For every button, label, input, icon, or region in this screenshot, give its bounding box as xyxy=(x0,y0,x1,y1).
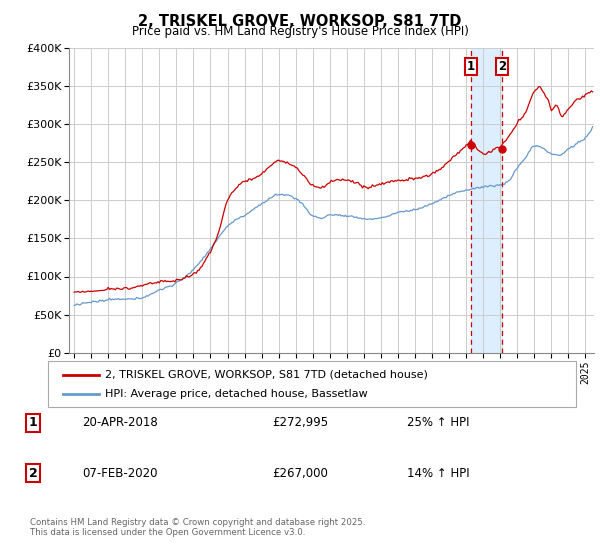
Text: Contains HM Land Registry data © Crown copyright and database right 2025.
This d: Contains HM Land Registry data © Crown c… xyxy=(30,518,365,538)
Text: £267,000: £267,000 xyxy=(272,466,328,480)
Text: 2: 2 xyxy=(498,60,506,73)
Text: Price paid vs. HM Land Registry's House Price Index (HPI): Price paid vs. HM Land Registry's House … xyxy=(131,25,469,38)
Text: 1: 1 xyxy=(467,60,475,73)
Text: 2: 2 xyxy=(29,466,37,480)
Text: HPI: Average price, detached house, Bassetlaw: HPI: Average price, detached house, Bass… xyxy=(105,389,368,399)
Bar xyxy=(471,48,502,353)
Text: 14% ↑ HPI: 14% ↑ HPI xyxy=(407,466,469,480)
Text: £272,995: £272,995 xyxy=(272,416,328,430)
Text: 1: 1 xyxy=(29,416,37,430)
Text: 2, TRISKEL GROVE, WORKSOP, S81 7TD (detached house): 2, TRISKEL GROVE, WORKSOP, S81 7TD (deta… xyxy=(105,370,428,380)
Text: 25% ↑ HPI: 25% ↑ HPI xyxy=(407,416,469,430)
Text: 20-APR-2018: 20-APR-2018 xyxy=(82,416,158,430)
Text: 07-FEB-2020: 07-FEB-2020 xyxy=(82,466,158,480)
Text: 2, TRISKEL GROVE, WORKSOP, S81 7TD: 2, TRISKEL GROVE, WORKSOP, S81 7TD xyxy=(139,14,461,29)
